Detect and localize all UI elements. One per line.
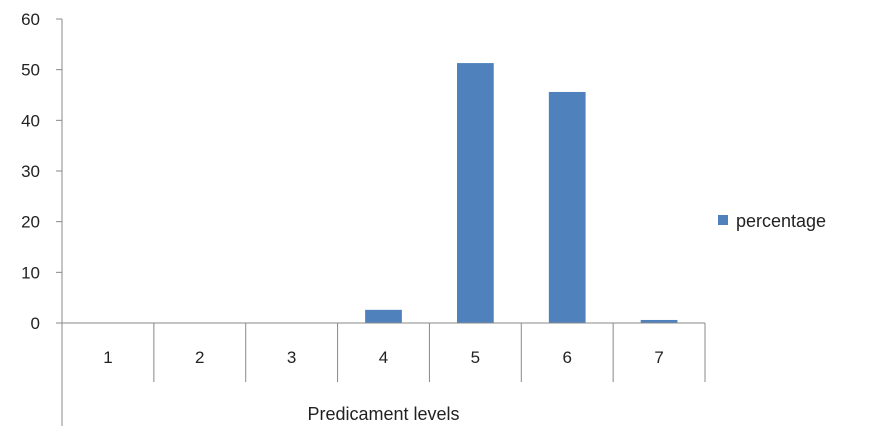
legend: percentage xyxy=(718,211,826,231)
y-tick-label: 0 xyxy=(31,314,40,333)
y-tick-label: 10 xyxy=(21,263,40,282)
legend-label: percentage xyxy=(736,211,826,231)
x-tick-label: 4 xyxy=(379,348,388,367)
x-tick-label: 6 xyxy=(562,348,571,367)
bar-6 xyxy=(548,91,586,324)
x-axis xyxy=(62,322,706,382)
x-axis-title: Predicament levels xyxy=(307,404,459,424)
x-tick-label: 2 xyxy=(195,348,204,367)
bar-5 xyxy=(456,63,494,324)
x-tick-label: 1 xyxy=(103,348,112,367)
y-tick-label: 20 xyxy=(21,213,40,232)
y-tick-label: 50 xyxy=(21,61,40,80)
bar-7 xyxy=(640,319,678,323)
bar-4 xyxy=(365,309,402,323)
x-tick-label: 3 xyxy=(287,348,296,367)
y-tick-label: 40 xyxy=(21,111,40,130)
x-tick-labels: 1 2 3 4 5 6 7 xyxy=(103,348,664,367)
x-tick-label: 5 xyxy=(471,348,480,367)
y-tick-label: 60 xyxy=(21,10,40,29)
x-tick-label: 7 xyxy=(654,348,663,367)
y-axis xyxy=(56,18,63,426)
legend-swatch xyxy=(718,215,728,225)
y-tick-label: 30 xyxy=(21,162,40,181)
bars xyxy=(365,63,678,324)
y-tick-labels: 0 10 20 30 40 50 60 xyxy=(21,10,40,333)
